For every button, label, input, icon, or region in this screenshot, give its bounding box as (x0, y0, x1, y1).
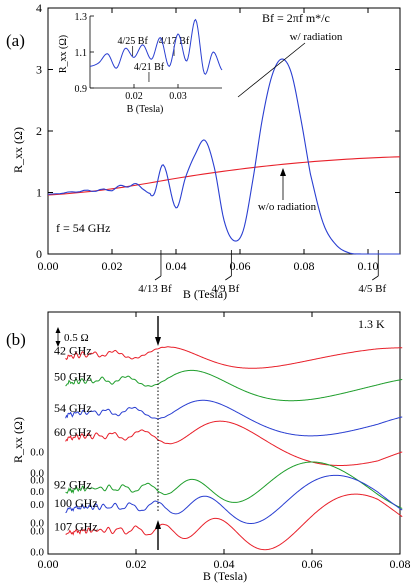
offset-zero-label: 0.0 (30, 517, 44, 529)
panel-a-x-tick-label: 0.00 (38, 259, 59, 273)
panel-b-x-tick-label: 0.02 (126, 557, 147, 571)
offset-zero-label: 0.0 (30, 486, 44, 498)
panel-a: (a) Bf = 2πf m*/c f = 54 GHz 0.00 0.02 0.0… (6, 1, 401, 301)
panel-b-x-tick-label: 0.08 (390, 557, 411, 571)
panel-a-label: (a) (6, 31, 25, 50)
panel-a-y-tick-label: 3 (36, 63, 42, 77)
inset-ylabel: R_xx (Ω) (58, 35, 69, 73)
series-line-107ghz (65, 493, 403, 551)
panel-a-x-tick-label: 0.02 (102, 259, 123, 273)
inset-x-tick-label: 0.03 (169, 91, 187, 102)
inset-series (89, 18, 223, 75)
series-label-54ghz: 54 GHz (54, 401, 92, 415)
inset-chart: 0.02 0.03 0.9 1.1 1.3 4/25 Bf 4/21 Bf 4/17 Bf B… (58, 12, 223, 115)
offset-zero-label: 0.0 (30, 474, 44, 486)
panel-b-x-tick-label: 0.00 (38, 557, 59, 571)
panel-b: (b) 1.3 K 0.5 Ω 0.00 0.02 0.04 0.06 0.080.00… (6, 311, 411, 583)
panel-a-y-tick-label: 2 (36, 124, 42, 138)
panel-b-frame (47, 311, 401, 555)
scale-bar-arrow-down (55, 341, 61, 347)
series-label-50ghz: 50 GHz (54, 370, 92, 384)
panel-b-xlabel: B (Tesla) (203, 569, 247, 583)
inset-xlabel: B (Tesla) (127, 104, 164, 115)
panel-b-markers (155, 316, 161, 550)
series-label-100ghz: 100 GHz (54, 496, 98, 510)
annotation-without-radiation-arrowhead (280, 168, 286, 176)
panel-b-ticks: 0.00 0.02 0.04 0.06 0.080.00.00.00.00.00.00.… (30, 312, 411, 571)
panel-a-frequency-label: f = 54 GHz (56, 221, 110, 235)
series-label-92ghz: 92 GHz (54, 478, 92, 492)
panel-a-x-tick-label: 0.06 (230, 259, 251, 273)
annotation-with-radiation: w/ radiation (290, 31, 343, 43)
panel-a-x-tick-label: 0.04 (166, 259, 187, 273)
inset-ticks: 0.02 0.03 0.9 1.1 1.3 4/25 Bf 4/21 Bf 4/17 Bf (75, 12, 190, 102)
series-line-100ghz (65, 474, 403, 524)
inset-background (90, 16, 222, 88)
panel-a-ylabel: R_xx (Ω) (11, 127, 25, 173)
panel-a-y-tick-label: 1 (36, 186, 42, 200)
inset-y-tick-label: 0.9 (75, 84, 88, 95)
panel-b-x-tick-label: 0.06 (302, 557, 323, 571)
panel-a-y-tick-label: 0 (36, 247, 42, 261)
inset-y-tick-label: 1.1 (75, 48, 88, 59)
inset-x-tick-label: 0.02 (125, 91, 143, 102)
fraction-marker-leader (372, 275, 379, 281)
series-label-42ghz: 42 GHz (54, 343, 92, 357)
inset-fraction-marker-label: 4/17 Bf (159, 36, 190, 47)
reference-arrowhead-top (155, 337, 161, 346)
inset-y-tick-label: 1.3 (75, 12, 88, 23)
inset-series-line (89, 18, 223, 75)
offset-zero-label: 0.0 (30, 546, 44, 558)
panel-b-series: 42 GHz 50 GHz 54 GHz 60 GHz 92 GHz 100 GHz 107… (54, 343, 403, 551)
series-line-54ghz (65, 399, 403, 437)
annotation-without-radiation: w/o radiation (258, 201, 317, 213)
panel-a-series (47, 58, 401, 255)
fraction-marker-label: 4/9 Bf (211, 283, 239, 295)
fraction-marker-label: 4/5 Bf (358, 283, 386, 295)
panel-b-label: (b) (6, 330, 26, 349)
fraction-marker-leader (225, 275, 232, 281)
panel-a-ticks: 0.00 0.02 0.04 0.06 0.08 0.10 0 1 2 3 4 4/13 Bf 4/9 … (36, 1, 400, 295)
series-line-42ghz (65, 346, 403, 369)
panel-a-y-tick-label: 4 (36, 1, 42, 15)
scale-bar-arrow-up (55, 327, 61, 333)
reference-arrowhead-bottom (155, 520, 161, 529)
series-line-50ghz (65, 369, 403, 402)
offset-zero-label: 0.0 (30, 446, 44, 458)
series-label-60ghz: 60 GHz (54, 425, 92, 439)
inset-fraction-marker-label: 4/25 Bf (118, 36, 149, 47)
panel-a-formula: Bf = 2πf m*/c (262, 11, 330, 25)
panel-b-ylabel: R_xx (Ω) (11, 417, 25, 463)
offset-zero-label: 0.0 (30, 525, 44, 537)
fraction-marker-leader (154, 275, 162, 281)
panel-a-xlabel: B (Tesla) (183, 287, 227, 301)
offset-zero-label: 0.0 (30, 499, 44, 511)
scale-bar-label: 0.5 Ω (64, 332, 89, 344)
offset-zero-label: 0.0 (30, 467, 44, 479)
panel-a-x-tick-label: 0.10 (358, 259, 379, 273)
series-line-60ghz (65, 420, 403, 466)
inset-fraction-marker-label: 4/21 Bf (134, 62, 165, 73)
annotation-with-radiation-pointer (237, 42, 306, 98)
series-line-92ghz (65, 461, 403, 509)
series-label-107ghz: 107 GHz (54, 520, 98, 534)
panel-a-x-tick-label: 0.08 (294, 259, 315, 273)
panel-b-x-tick-label: 0.04 (214, 557, 235, 571)
series-line-with-radiation (47, 58, 400, 255)
fraction-marker-label: 4/13 Bf (138, 283, 172, 295)
panel-b-temperature: 1.3 K (358, 317, 385, 331)
